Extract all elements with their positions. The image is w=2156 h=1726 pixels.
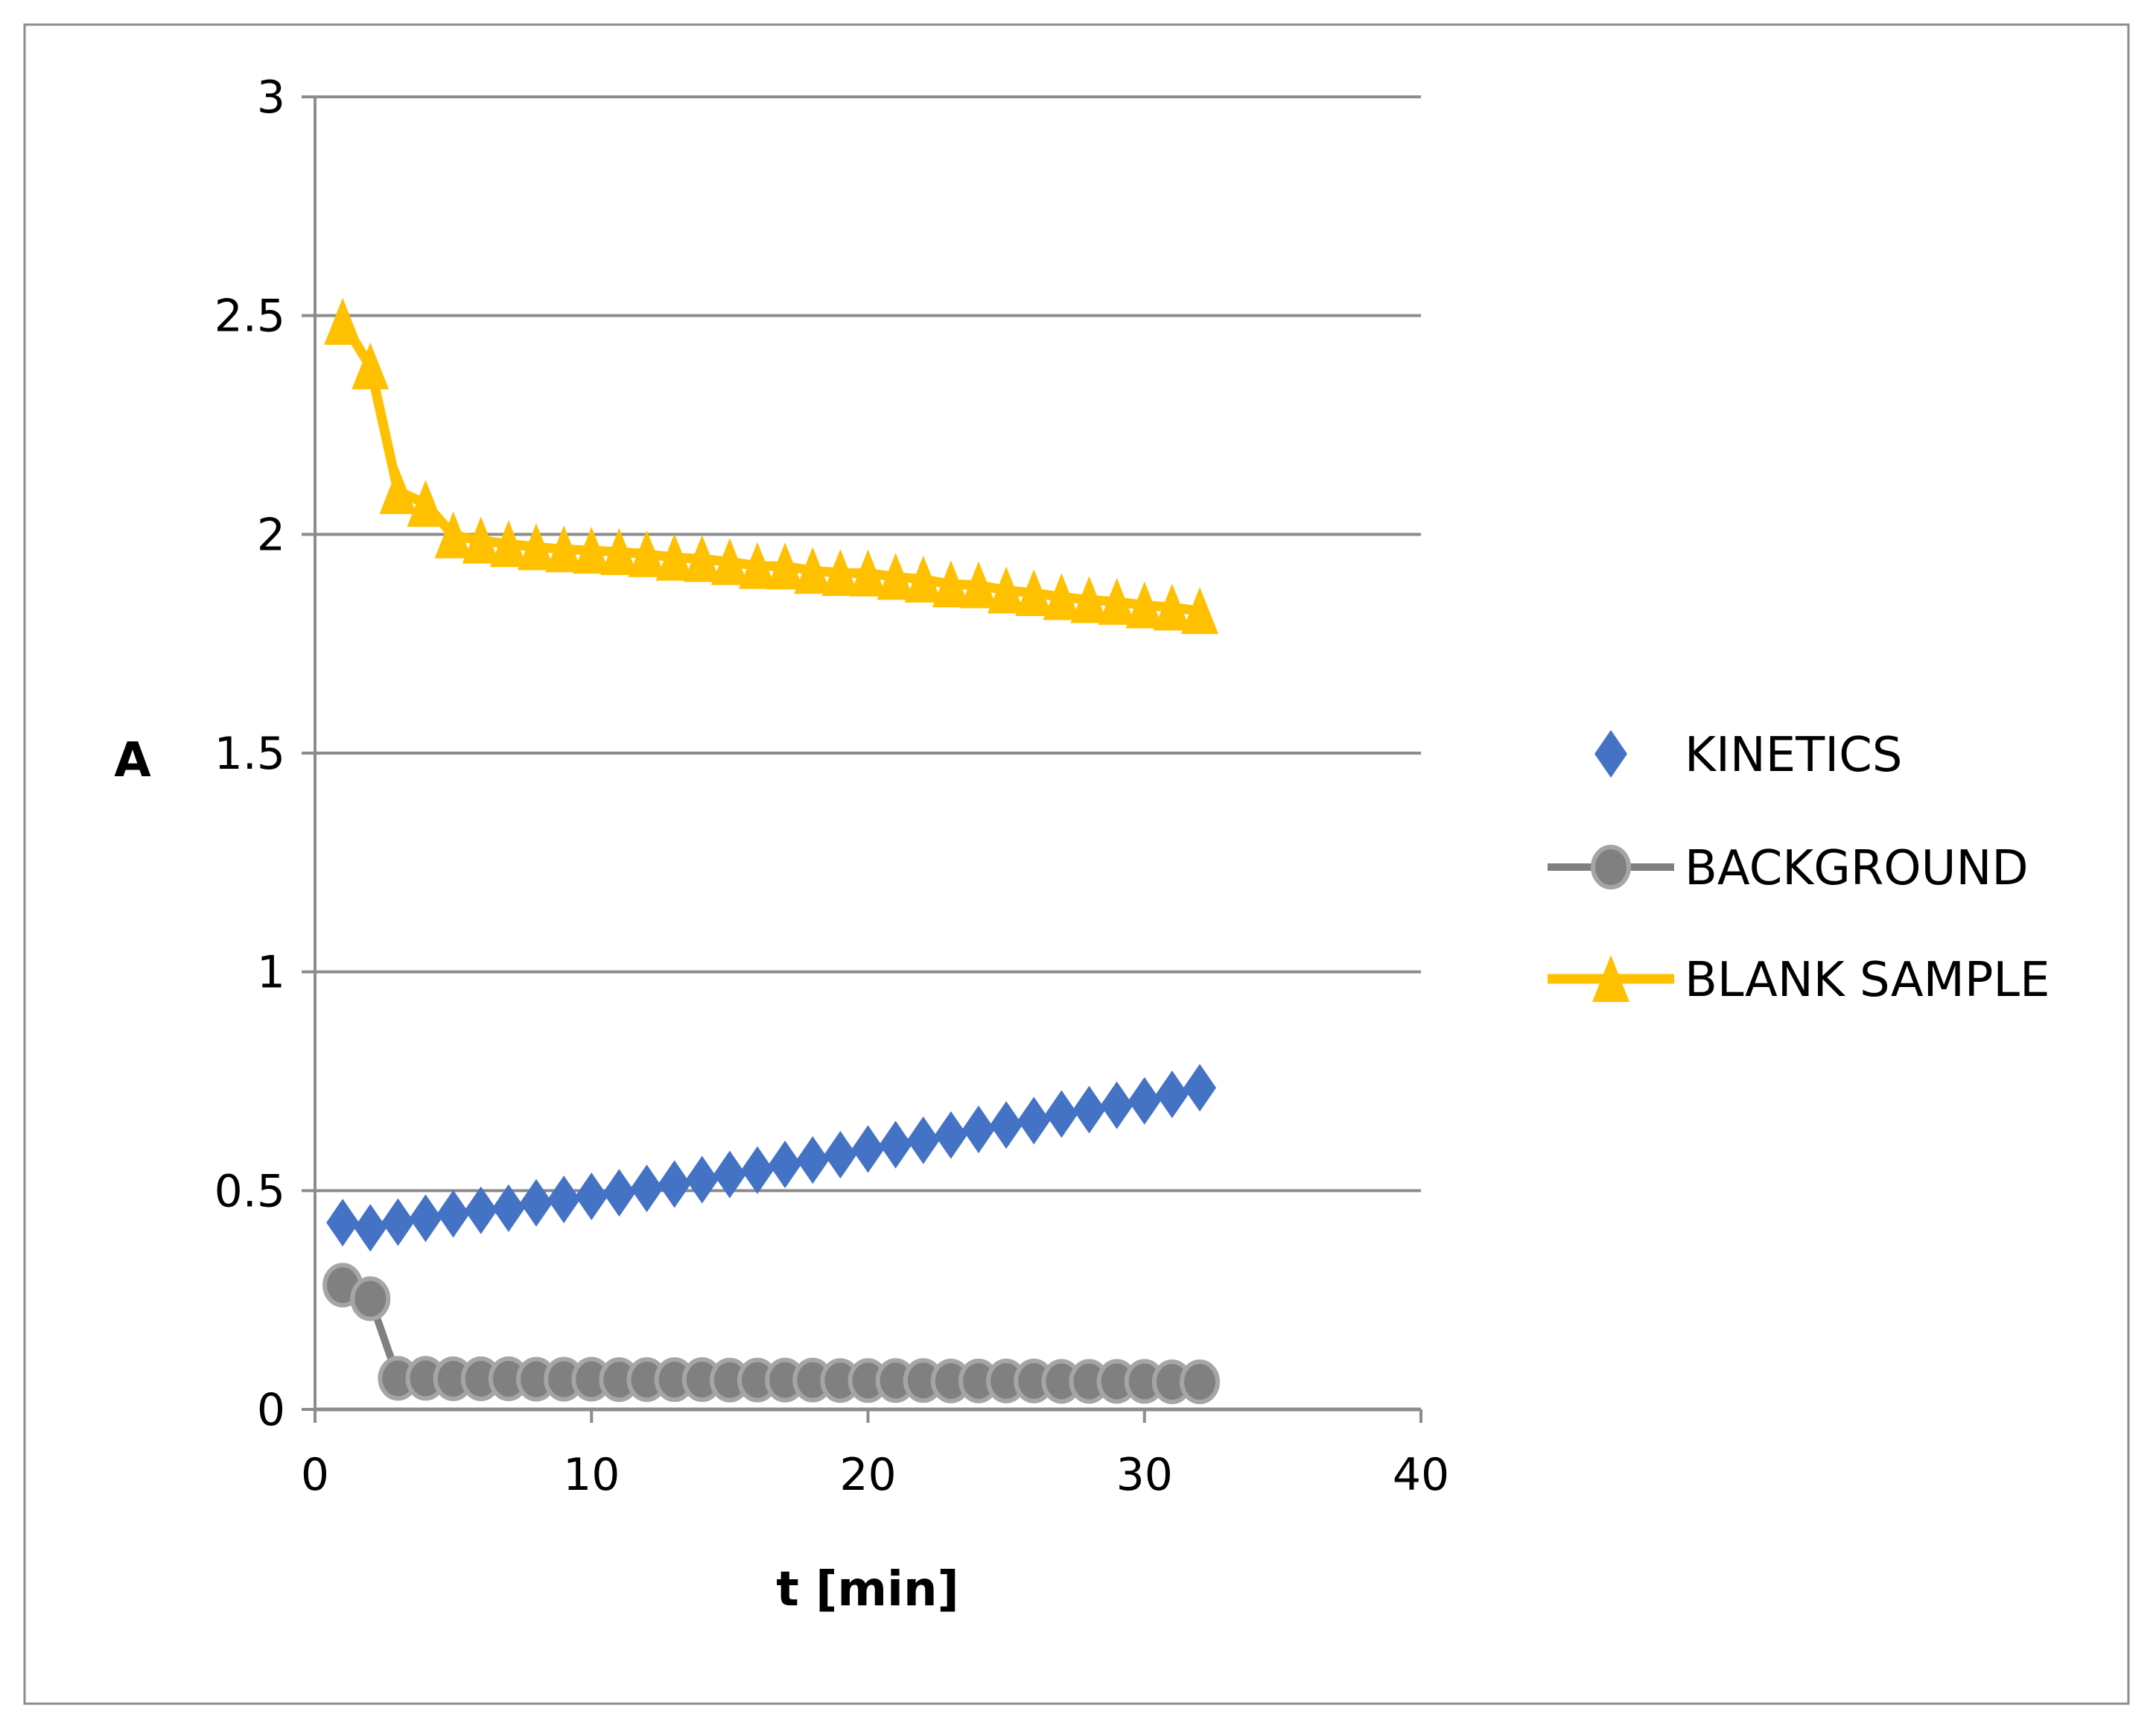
x-tick-label: 20 (839, 1449, 896, 1501)
data-point (602, 1169, 636, 1217)
data-point (1045, 1090, 1078, 1138)
data-point (547, 1175, 581, 1224)
series-group (322, 297, 1220, 1404)
data-point (381, 1198, 415, 1246)
data-point (409, 1194, 442, 1243)
data-point (1015, 569, 1053, 617)
series-blank-sample (324, 297, 1218, 635)
data-point (685, 1155, 719, 1204)
y-tick-label: 0.5 (214, 1165, 285, 1217)
gridlines (315, 95, 1421, 1193)
data-point (990, 1101, 1023, 1149)
data-point (683, 535, 721, 583)
data-point (1017, 1097, 1051, 1145)
data-point (988, 566, 1025, 614)
data-point (962, 1105, 995, 1154)
x-tick-label: 40 (1393, 1449, 1449, 1501)
legend-marker (1592, 955, 1629, 1002)
data-point (1181, 587, 1218, 635)
legend-entry: BACKGROUND (1548, 841, 2029, 896)
data-point (630, 1164, 664, 1213)
data-point (1125, 581, 1163, 629)
y-tick-label: 2.5 (214, 291, 285, 343)
data-point (600, 527, 638, 575)
chart-border (23, 23, 2130, 1705)
data-point (934, 1111, 967, 1159)
data-point (821, 549, 859, 597)
data-point (655, 533, 693, 581)
x-axis-title: t [min] (776, 1562, 959, 1617)
y-tick-label: 0 (257, 1384, 285, 1436)
data-point (713, 1150, 746, 1199)
data-point (851, 1125, 885, 1173)
data-point (849, 549, 887, 597)
data-point (877, 553, 915, 600)
series-kinetics (326, 1064, 1216, 1252)
data-point (769, 1140, 802, 1189)
data-point (1128, 1076, 1161, 1125)
legend-label: BLANK SAMPLE (1685, 953, 2050, 1008)
y-tick-label: 3 (257, 72, 285, 124)
data-point (575, 1172, 608, 1220)
data-point (379, 467, 417, 515)
x-tick-label: 0 (301, 1449, 329, 1501)
data-point (434, 511, 472, 559)
legend-label: BACKGROUND (1685, 841, 2029, 896)
data-point (1098, 577, 1136, 625)
data-point (1100, 1081, 1133, 1129)
data-point (658, 1160, 691, 1208)
data-point (354, 1204, 387, 1252)
data-point (1183, 1064, 1216, 1112)
data-point (904, 555, 942, 603)
data-point (1153, 583, 1191, 631)
data-point (628, 530, 666, 577)
data-point (906, 1116, 940, 1164)
data-point (932, 560, 970, 608)
data-point (739, 542, 776, 589)
data-point (492, 1184, 525, 1232)
data-point (960, 561, 997, 609)
data-point (1180, 1359, 1220, 1404)
legend-entry: KINETICS (1594, 728, 1902, 783)
legend-marker (1594, 730, 1627, 778)
data-point (766, 542, 804, 590)
data-point (794, 547, 832, 594)
data-point (741, 1146, 774, 1194)
tick-labels: 00.511.522.530 10 20 30 40 (214, 72, 1450, 1501)
data-point (326, 1199, 360, 1247)
axes (302, 95, 1422, 1423)
data-point (1155, 1070, 1189, 1119)
legend-label: KINETICS (1685, 728, 1902, 783)
data-point (879, 1120, 912, 1169)
data-point (464, 1186, 497, 1234)
x-tick-label: 30 (1116, 1449, 1173, 1501)
legend-entry: BLANK SAMPLE (1548, 953, 2050, 1008)
series-background (322, 1263, 1220, 1404)
data-point (545, 525, 583, 573)
data-point (352, 342, 389, 390)
data-point (462, 516, 500, 564)
legend-marker (1591, 845, 1631, 889)
data-point (489, 520, 527, 568)
data-point (1043, 573, 1081, 621)
data-point (710, 538, 748, 586)
y-tick-label: 2 (257, 509, 285, 561)
data-point (518, 523, 555, 571)
data-point (824, 1131, 857, 1179)
data-point (350, 1276, 391, 1322)
y-tick-label: 1.5 (214, 728, 285, 780)
data-point (436, 1190, 470, 1238)
x-tick-label: 10 (563, 1449, 620, 1501)
data-point (407, 480, 445, 527)
y-axis-title: A (114, 733, 151, 788)
data-point (1070, 576, 1108, 624)
data-point (796, 1136, 830, 1184)
y-tick-label: 1 (257, 947, 285, 999)
data-point (1072, 1085, 1106, 1134)
data-point (324, 297, 362, 345)
legend: KINETICS BACKGROUND BLANK SAMPLE (1548, 728, 2050, 1008)
data-point (520, 1178, 553, 1227)
data-point (573, 527, 611, 574)
